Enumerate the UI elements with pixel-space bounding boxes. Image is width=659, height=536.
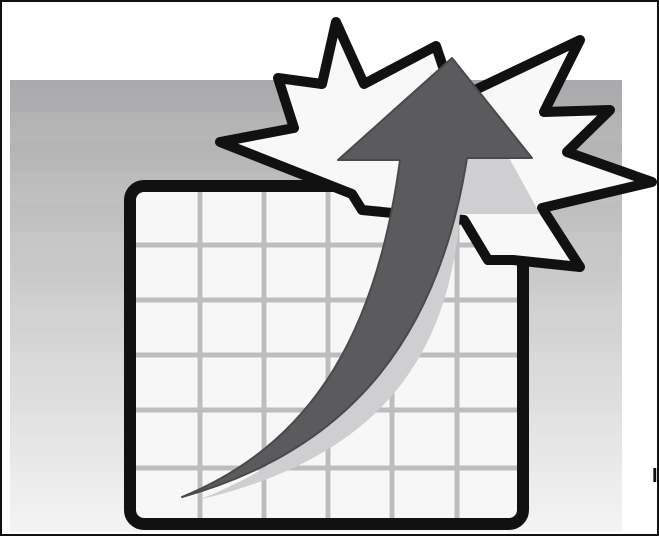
growth-arrow bbox=[181, 57, 533, 498]
edge-text: I bbox=[652, 465, 658, 487]
chart-grid bbox=[124, 180, 529, 530]
